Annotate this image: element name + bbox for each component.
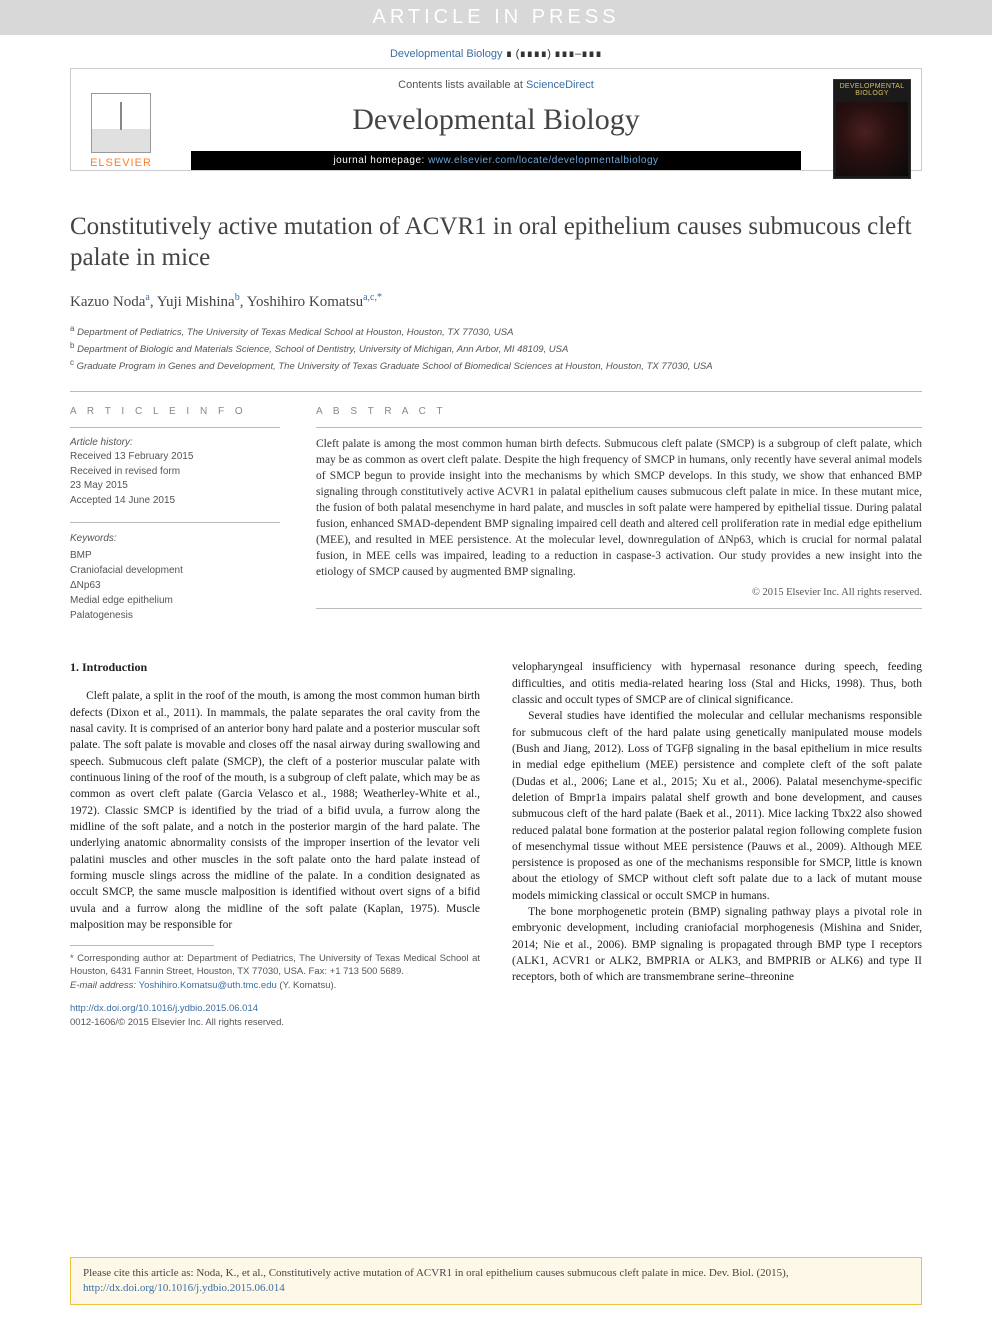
keyword-3: ΔNp63	[70, 578, 280, 593]
history-revised-date: 23 May 2015	[70, 479, 280, 494]
history-accepted: Accepted 14 June 2015	[70, 494, 280, 509]
info-row: A R T I C L E I N F O Article history: R…	[70, 406, 922, 624]
article-body: Constitutively active mutation of ACVR1 …	[0, 171, 992, 1029]
divider-abstract-bottom	[316, 608, 922, 609]
contents-prefix: Contents lists available at	[398, 79, 526, 91]
journal-reference-top: Developmental Biology ∎ (∎∎∎∎) ∎∎∎–∎∎∎	[0, 35, 992, 68]
divider-top	[70, 391, 922, 392]
abstract-panel: A B S T R A C T Cleft palate is among th…	[316, 406, 922, 624]
affiliation-a: a Department of Pediatrics, The Universi…	[70, 323, 922, 340]
article-info-panel: A R T I C L E I N F O Article history: R…	[70, 406, 280, 624]
keyword-1: BMP	[70, 548, 280, 563]
publisher-brand-text: ELSEVIER	[90, 157, 152, 169]
author-3-affil: a,c,*	[363, 292, 382, 303]
journal-homepage-bar: journal homepage: www.elsevier.com/locat…	[191, 151, 801, 170]
history-label: Article history:	[70, 436, 280, 451]
col2-para-1: velopharyngeal insufficiency with hypern…	[512, 659, 922, 708]
author-1[interactable]: Kazuo Noda	[70, 294, 145, 310]
page: ARTICLE IN PRESS Developmental Biology ∎…	[0, 0, 992, 1323]
corresponding-email-link[interactable]: Yoshihiro.Komatsu@uth.tmc.edu	[139, 980, 277, 991]
email-line: E-mail address: Yoshihiro.Komatsu@uth.tm…	[70, 979, 480, 992]
affil-text-b: Department of Biologic and Materials Sci…	[77, 344, 568, 355]
affil-text-c: Graduate Program in Genes and Developmen…	[77, 361, 713, 372]
doi-link[interactable]: http://dx.doi.org/10.1016/j.ydbio.2015.0…	[70, 1003, 258, 1014]
col1-para-1: Cleft palate, a split in the roof of the…	[70, 688, 480, 933]
affil-sup-c: c	[70, 358, 74, 367]
column-right: velopharyngeal insufficiency with hypern…	[512, 659, 922, 1029]
body-columns: 1. Introduction Cleft palate, a split in…	[70, 659, 922, 1029]
divider-info-1	[70, 427, 280, 428]
affil-sup-a: a	[70, 324, 74, 333]
contents-lists-line: Contents lists available at ScienceDirec…	[191, 79, 801, 91]
journal-name-link[interactable]: Developmental Biology	[390, 48, 503, 60]
author-2-affil: b	[235, 292, 240, 303]
sciencedirect-link[interactable]: ScienceDirect	[526, 79, 594, 91]
column-left: 1. Introduction Cleft palate, a split in…	[70, 659, 480, 1029]
author-1-affil: a	[145, 292, 149, 303]
section-1-heading: 1. Introduction	[70, 659, 480, 676]
publisher-logo[interactable]: ELSEVIER	[81, 79, 161, 169]
keyword-5: Palatogenesis	[70, 608, 280, 623]
cover-title: DEVELOPMENTAL BIOLOGY	[834, 80, 910, 100]
article-history: Article history: Received 13 February 20…	[70, 436, 280, 509]
email-label: E-mail address:	[70, 980, 139, 991]
article-in-press-banner: ARTICLE IN PRESS	[0, 0, 992, 35]
journal-homepage-link[interactable]: www.elsevier.com/locate/developmentalbio…	[428, 155, 658, 166]
journal-cover-thumbnail[interactable]: DEVELOPMENTAL BIOLOGY	[833, 79, 911, 179]
divider-info-2	[70, 522, 280, 523]
keywords-label: Keywords:	[70, 531, 280, 546]
history-received: Received 13 February 2015	[70, 450, 280, 465]
authors-line: Kazuo Nodaa, Yuji Mishinab, Yoshihiro Ko…	[70, 292, 922, 311]
article-info-heading: A R T I C L E I N F O	[70, 406, 280, 417]
homepage-prefix: journal homepage:	[333, 155, 428, 166]
abstract-copyright: © 2015 Elsevier Inc. All rights reserved…	[316, 587, 922, 598]
issn-copyright-line: 0012-1606/© 2015 Elsevier Inc. All right…	[70, 1016, 480, 1029]
elsevier-tree-icon	[91, 93, 151, 153]
article-title: Constitutively active mutation of ACVR1 …	[70, 211, 922, 274]
affiliations: a Department of Pediatrics, The Universi…	[70, 323, 922, 375]
cover-image-icon	[836, 102, 908, 176]
affil-sup-b: b	[70, 341, 74, 350]
abstract-heading: A B S T R A C T	[316, 406, 922, 417]
footnote-separator	[70, 945, 214, 946]
keyword-2: Craniofacial development	[70, 563, 280, 578]
divider-abstract	[316, 427, 922, 428]
affiliation-b: b Department of Biologic and Materials S…	[70, 340, 922, 357]
journal-title: Developmental Biology	[191, 103, 801, 137]
email-suffix: (Y. Komatsu).	[277, 980, 337, 991]
please-cite-box: Please cite this article as: Noda, K., e…	[70, 1257, 922, 1305]
abstract-text: Cleft palate is among the most common hu…	[316, 436, 922, 581]
affil-text-a: Department of Pediatrics, The University…	[77, 327, 513, 338]
author-2[interactable]: Yuji Mishina	[157, 294, 235, 310]
vol-placeholder: ∎ (∎∎∎∎) ∎∎∎–∎∎∎	[506, 48, 603, 60]
keywords-block: Keywords: BMP Craniofacial development Δ…	[70, 531, 280, 623]
cite-box-doi-link[interactable]: http://dx.doi.org/10.1016/j.ydbio.2015.0…	[83, 1282, 285, 1294]
masthead: ELSEVIER DEVELOPMENTAL BIOLOGY Contents …	[70, 68, 922, 171]
footnotes: * Corresponding author at: Department of…	[70, 952, 480, 992]
doi-block: http://dx.doi.org/10.1016/j.ydbio.2015.0…	[70, 1002, 480, 1029]
col2-para-3: The bone morphogenetic protein (BMP) sig…	[512, 904, 922, 986]
history-revised-label: Received in revised form	[70, 465, 280, 480]
author-3[interactable]: Yoshihiro Komatsu	[247, 294, 363, 310]
keyword-4: Medial edge epithelium	[70, 593, 280, 608]
affiliation-c: c Graduate Program in Genes and Developm…	[70, 357, 922, 374]
col2-para-2: Several studies have identified the mole…	[512, 708, 922, 904]
corresponding-author-note: * Corresponding author at: Department of…	[70, 952, 480, 979]
cite-box-text: Please cite this article as: Noda, K., e…	[83, 1267, 789, 1279]
